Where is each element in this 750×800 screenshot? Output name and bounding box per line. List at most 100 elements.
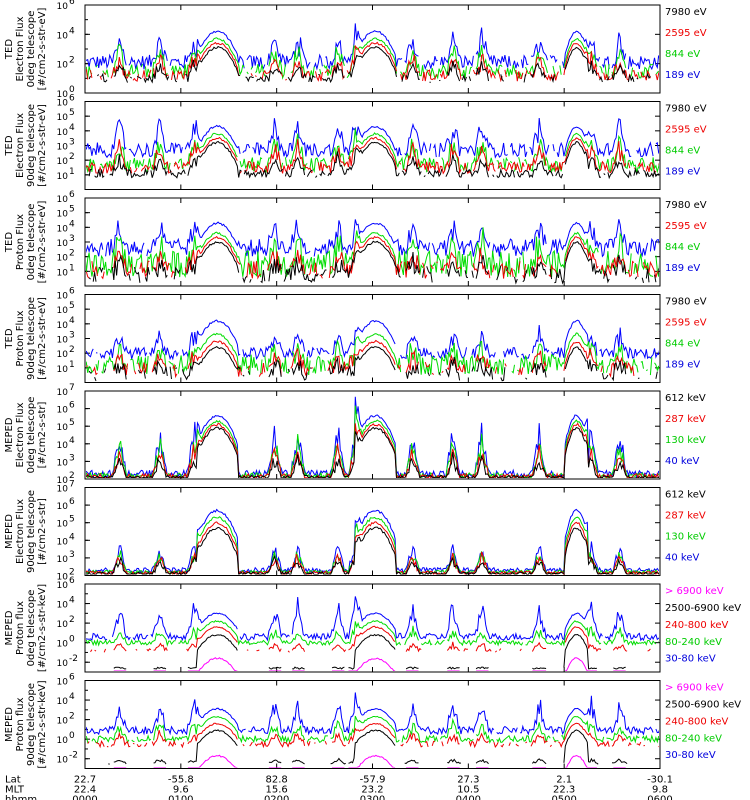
legend-entry: 2500-6900 keV xyxy=(665,603,741,614)
y-axis-label-line: [#/cm2-s-str-eV] xyxy=(37,104,48,187)
y-tick-label: 10 xyxy=(57,321,69,331)
y-tick-label: 10 xyxy=(57,90,69,100)
legend-entry: 844 eV xyxy=(665,145,700,156)
legend-entry: 130 keV xyxy=(665,435,706,446)
series-line xyxy=(86,426,659,478)
series-line xyxy=(86,227,659,279)
y-tick-label: 10 xyxy=(57,581,69,591)
y-tick-exponent: 4 xyxy=(69,532,75,542)
y-tick-label: 10 xyxy=(57,640,69,650)
legend-entry: 2595 eV xyxy=(665,317,707,328)
legend-entry: 7980 eV xyxy=(665,7,707,18)
y-axis-label-line: TED xyxy=(4,135,15,156)
legend-entry: 189 eV xyxy=(665,70,700,81)
y-axis-label-line: Proton Flux xyxy=(15,214,26,270)
footer-lat: 27.3 xyxy=(457,775,479,786)
series-line xyxy=(113,754,626,768)
y-axis-label-line: Electron Flux xyxy=(15,113,26,178)
legend-entry: 189 eV xyxy=(665,263,700,274)
y-tick-label: 10 xyxy=(57,61,69,71)
y-tick-label: 10 xyxy=(57,756,69,766)
y-tick-exponent: -2 xyxy=(69,654,78,664)
y-tick-exponent: 4 xyxy=(69,123,75,133)
y-tick-label: 10 xyxy=(57,254,69,264)
y-axis-label-line: MEPED xyxy=(4,417,15,452)
y-tick-exponent: 2 xyxy=(69,345,75,355)
panel-frame xyxy=(84,487,661,576)
y-tick-exponent: 4 xyxy=(69,596,75,606)
legend-entry: 287 keV xyxy=(665,510,706,521)
y-axis-label-line: TED xyxy=(4,232,15,253)
y-tick-exponent: -2 xyxy=(69,751,78,761)
y-tick-exponent: 6 xyxy=(69,94,75,104)
y-tick-exponent: 1 xyxy=(69,263,75,273)
y-tick-exponent: 7 xyxy=(69,480,75,490)
footer-lat: 2.1 xyxy=(556,775,572,786)
legend-entry: 844 eV xyxy=(665,338,700,349)
y-tick-exponent: 3 xyxy=(69,234,75,244)
y-tick-exponent: 3 xyxy=(69,138,75,148)
footer-mlt: 23.2 xyxy=(361,785,383,796)
y-axis-label-line: Proton Flux xyxy=(15,310,26,366)
footer-row-label: MLT xyxy=(5,785,25,796)
y-axis-label: MEPEDElectron Flux0deg telescope[#/cm2-s… xyxy=(4,397,48,474)
footer-mlt: 10.5 xyxy=(457,785,479,796)
y-tick-label: 10 xyxy=(57,458,69,468)
y-tick-label: 10 xyxy=(57,350,69,360)
footer-lat: -57.9 xyxy=(360,775,386,786)
y-axis-label: TEDElectron Flux90deg telescope[#/cm2-s-… xyxy=(4,104,48,187)
y-tick-exponent: 5 xyxy=(69,515,75,525)
series-line xyxy=(113,657,626,671)
legend-entry: 844 eV xyxy=(665,49,700,60)
y-tick-label: 10 xyxy=(57,292,69,302)
y-axis-label-line: Proton flux xyxy=(15,697,26,751)
y-tick-exponent: 2 xyxy=(69,249,75,259)
legend-entry: 612 keV xyxy=(665,393,706,404)
footer-row-label: hhmm xyxy=(5,795,37,800)
y-tick-label: 10 xyxy=(57,210,69,220)
y-tick-label: 10 xyxy=(57,555,69,565)
legend-entry: 240-800 keV xyxy=(665,620,729,631)
y-tick-exponent: 5 xyxy=(69,205,75,215)
y-tick-exponent: 5 xyxy=(69,108,75,118)
y-axis-label-line: 90deg telescope xyxy=(26,490,37,573)
footer-row-label: Lat xyxy=(5,775,21,786)
y-tick-label: 10 xyxy=(57,113,69,123)
y-axis-label-line: 0deg telescope xyxy=(26,590,37,667)
y-tick-label: 10 xyxy=(57,172,69,182)
y-tick-label: 10 xyxy=(57,157,69,167)
series-line xyxy=(86,128,659,174)
legend-entry: 30-80 keV xyxy=(665,654,716,665)
y-tick-exponent: 2 xyxy=(69,471,75,481)
y-tick-exponent: 2 xyxy=(69,568,75,578)
y-axis-label-line: 90deg telescope xyxy=(26,297,37,380)
y-tick-label: 10 xyxy=(57,336,69,346)
panel-frame xyxy=(84,390,661,480)
y-tick-exponent: 3 xyxy=(69,453,75,463)
series-line xyxy=(86,117,659,159)
legend-entry: 189 eV xyxy=(665,359,700,370)
legend-entry: 30-80 keV xyxy=(665,750,716,761)
y-tick-exponent: 1 xyxy=(69,167,75,177)
legend-entry: > 6900 keV xyxy=(665,586,724,597)
footer-mlt: 15.6 xyxy=(266,785,288,796)
footer-mlt: 22.3 xyxy=(553,785,575,796)
y-tick-exponent: 0 xyxy=(69,85,75,95)
y-axis-label-line: TED xyxy=(4,39,15,60)
y-axis-label-line: 0deg telescope xyxy=(26,204,37,281)
y-axis-label: MEPEDProton flux90deg telescope[#/cm2-s-… xyxy=(4,680,48,768)
y-tick-exponent: 6 xyxy=(69,401,75,411)
y-axis-label-line: Electron Flux xyxy=(15,402,26,467)
legend-entry: 7980 eV xyxy=(665,297,707,308)
y-tick-label: 10 xyxy=(57,520,69,530)
series-line xyxy=(87,722,659,749)
footer-hhmm: 0100 xyxy=(168,795,193,800)
y-tick-label: 10 xyxy=(57,31,69,41)
y-tick-exponent: 0 xyxy=(69,731,75,741)
legend-entry: 189 eV xyxy=(665,166,700,177)
series-line xyxy=(86,516,659,575)
